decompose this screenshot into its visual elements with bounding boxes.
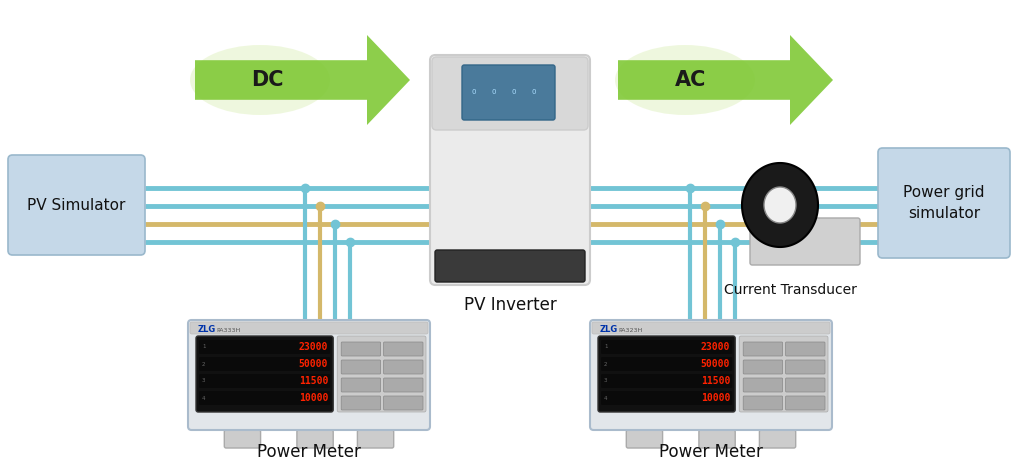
FancyBboxPatch shape (341, 396, 381, 410)
Text: Power Meter: Power Meter (659, 443, 763, 459)
FancyBboxPatch shape (357, 430, 393, 448)
FancyBboxPatch shape (337, 336, 426, 412)
FancyBboxPatch shape (341, 360, 381, 374)
Text: 23000: 23000 (700, 342, 730, 352)
Text: PA323H: PA323H (618, 328, 642, 332)
FancyBboxPatch shape (601, 340, 732, 354)
FancyBboxPatch shape (627, 430, 663, 448)
Text: 23000: 23000 (299, 342, 329, 352)
Text: Power Meter: Power Meter (257, 443, 360, 459)
Text: 1: 1 (202, 345, 206, 349)
Text: 4: 4 (604, 396, 607, 401)
Text: PA333H: PA333H (216, 328, 241, 332)
Text: 10000: 10000 (299, 393, 329, 403)
Text: DC: DC (251, 70, 284, 90)
Text: 1: 1 (604, 345, 607, 349)
FancyBboxPatch shape (8, 155, 145, 255)
FancyBboxPatch shape (785, 396, 825, 410)
FancyBboxPatch shape (190, 322, 428, 334)
FancyBboxPatch shape (432, 57, 588, 130)
FancyBboxPatch shape (743, 378, 782, 392)
FancyBboxPatch shape (224, 430, 260, 448)
Text: 50000: 50000 (700, 359, 730, 369)
FancyBboxPatch shape (462, 65, 555, 120)
Polygon shape (742, 163, 818, 247)
FancyBboxPatch shape (384, 378, 423, 392)
Text: AC: AC (675, 70, 706, 90)
Polygon shape (764, 187, 796, 223)
FancyBboxPatch shape (743, 360, 782, 374)
Text: 0: 0 (512, 90, 516, 95)
FancyBboxPatch shape (199, 391, 330, 405)
Ellipse shape (190, 45, 330, 115)
Text: Current Transducer: Current Transducer (724, 283, 856, 297)
FancyBboxPatch shape (598, 336, 735, 412)
FancyBboxPatch shape (785, 378, 825, 392)
FancyBboxPatch shape (739, 336, 828, 412)
FancyBboxPatch shape (601, 357, 732, 371)
Text: ZLG: ZLG (198, 325, 216, 335)
FancyBboxPatch shape (430, 55, 590, 285)
FancyBboxPatch shape (699, 430, 735, 448)
Polygon shape (195, 35, 410, 125)
FancyBboxPatch shape (743, 396, 782, 410)
FancyBboxPatch shape (196, 336, 333, 412)
FancyBboxPatch shape (199, 357, 330, 371)
Text: PV Simulator: PV Simulator (28, 197, 126, 213)
Text: 0: 0 (531, 90, 537, 95)
FancyBboxPatch shape (435, 250, 585, 282)
FancyBboxPatch shape (592, 322, 830, 334)
Text: 2: 2 (202, 362, 206, 366)
FancyBboxPatch shape (760, 430, 796, 448)
Text: 11500: 11500 (299, 376, 329, 386)
Text: ZLG: ZLG (600, 325, 618, 335)
FancyBboxPatch shape (750, 218, 860, 265)
Text: 50000: 50000 (299, 359, 329, 369)
Text: 0: 0 (492, 90, 497, 95)
FancyBboxPatch shape (199, 374, 330, 388)
FancyBboxPatch shape (384, 360, 423, 374)
FancyBboxPatch shape (341, 378, 381, 392)
FancyBboxPatch shape (785, 342, 825, 356)
Text: 3: 3 (202, 379, 206, 384)
FancyBboxPatch shape (188, 320, 430, 430)
Polygon shape (618, 35, 833, 125)
FancyBboxPatch shape (601, 391, 732, 405)
Text: 11500: 11500 (700, 376, 730, 386)
FancyBboxPatch shape (199, 340, 330, 354)
FancyBboxPatch shape (590, 320, 831, 430)
Text: 3: 3 (604, 379, 607, 384)
FancyBboxPatch shape (384, 342, 423, 356)
Ellipse shape (615, 45, 755, 115)
FancyBboxPatch shape (785, 360, 825, 374)
FancyBboxPatch shape (297, 430, 333, 448)
FancyBboxPatch shape (743, 342, 782, 356)
FancyBboxPatch shape (341, 342, 381, 356)
Text: 2: 2 (604, 362, 607, 366)
FancyBboxPatch shape (878, 148, 1010, 258)
Text: 0: 0 (472, 90, 476, 95)
Text: PV Inverter: PV Inverter (464, 296, 556, 314)
FancyBboxPatch shape (384, 396, 423, 410)
Text: Power grid
simulator: Power grid simulator (903, 185, 985, 221)
Text: 10000: 10000 (700, 393, 730, 403)
Text: 4: 4 (202, 396, 206, 401)
FancyBboxPatch shape (601, 374, 732, 388)
